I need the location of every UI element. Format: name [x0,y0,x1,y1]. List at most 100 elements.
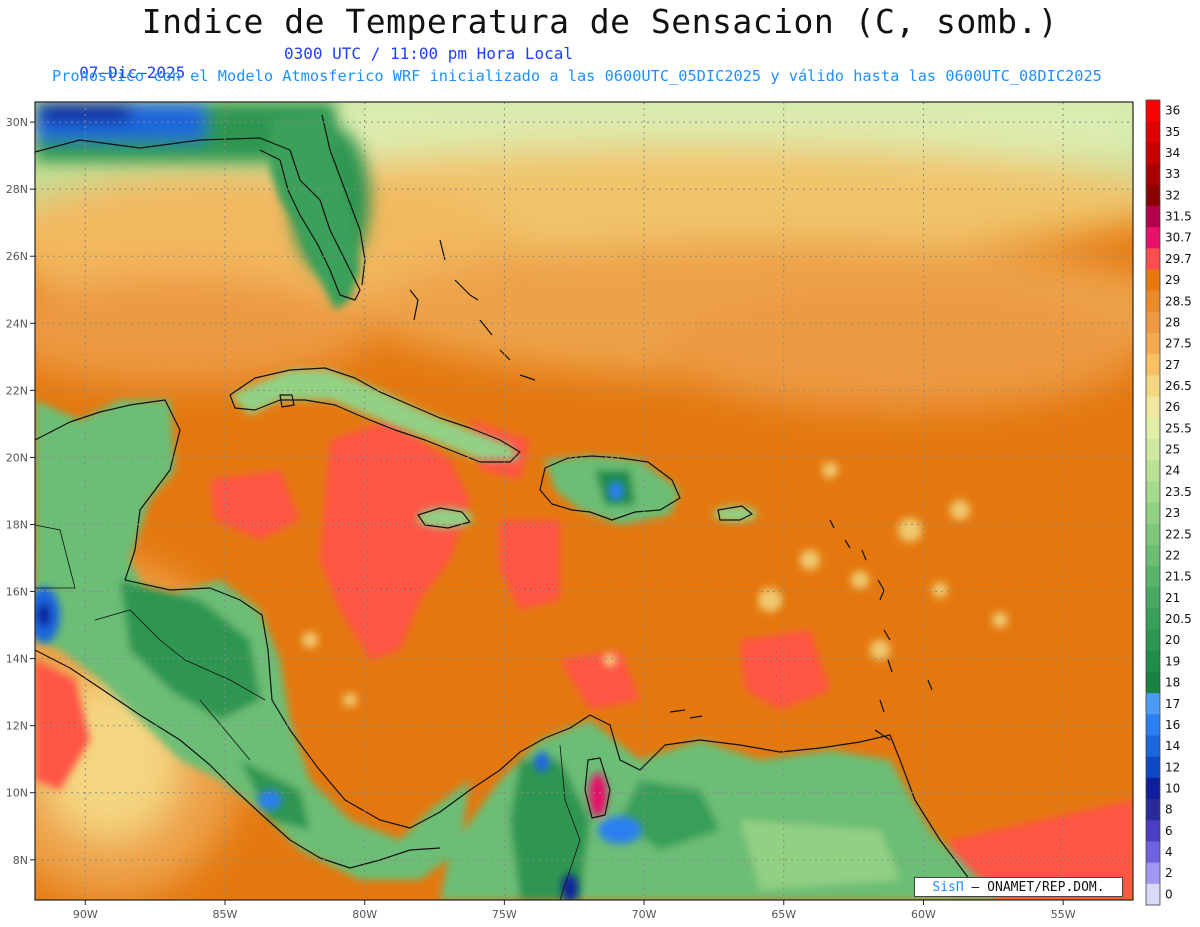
lon-label: 65W [771,908,796,921]
colorbar-label: 26 [1165,400,1180,414]
colorbar-label: 17 [1165,697,1180,711]
colorbar-label: 8 [1165,803,1173,817]
lat-lon-grid [35,102,1133,900]
colorbar-label: 28 [1165,315,1180,329]
colorbar-label: 20 [1165,633,1180,647]
colorbar-label: 30.7 [1165,231,1192,245]
colorbar-swatch [1146,841,1160,864]
colorbar-swatch [1146,121,1160,143]
colorbar-swatch [1146,460,1160,482]
colorbar-swatch [1146,333,1160,355]
colorbar-swatch [1146,799,1160,821]
colorbar-swatch [1146,396,1160,419]
lon-label: 70W [632,908,657,921]
colorbar-label: 36 [1165,104,1180,118]
lon-label: 60W [911,908,936,921]
chart-title: Indice de Temperatura de Sensacion (C, s… [141,2,1059,41]
lat-label: 30N [6,116,28,129]
colorbar-swatch [1146,820,1160,842]
colorbar-label: 19 [1165,654,1180,668]
colorbar-label: 20.5 [1165,612,1192,626]
credit-text: – ONAMET/REP.DOM. [971,880,1105,895]
lat-label: 14N [6,653,28,666]
colorbar-label: 22 [1165,548,1180,562]
colorbar-swatch [1146,523,1160,546]
colorbar-label: 27.5 [1165,337,1192,351]
model-info-line: Pronostico con el Modelo Atmosferico WRF… [52,67,1102,85]
colorbar-swatch [1146,205,1160,228]
colorbar-swatch [1146,417,1160,440]
colorbar-swatch [1146,311,1160,334]
colorbar-label: 6 [1165,824,1173,838]
lon-label: 55W [1051,908,1076,921]
sistpi-logo: SisΠ [932,880,964,895]
lon-label: 80W [352,908,377,921]
colorbar-label: 29.7 [1165,252,1192,266]
colorbar-swatch [1146,671,1160,694]
colorbar-label: 12 [1165,760,1180,774]
colorbar-swatch [1146,629,1160,652]
colorbar-swatch [1146,608,1160,631]
forecast-time: 0300 UTC / 11:00 pm Hora Local [284,44,573,63]
forecast-date: 07–Dic–2025 [79,63,186,82]
colorbar-label: 35 [1165,125,1180,139]
longitude-labels: 90W 85W 80W 75W 70W 65W 60W 55W [73,900,1076,921]
colorbar-label: 23.5 [1165,485,1192,499]
colorbar-swatch [1146,290,1160,313]
colorbar: 363534333231.530.729.72928.52827.52726.5… [1145,99,1192,906]
land-shading [35,110,1000,900]
colorbar-label: 29 [1165,273,1180,287]
colorbar-label: 25 [1165,443,1180,457]
coastlines [35,114,971,881]
lat-label: 24N [6,317,28,330]
lat-label: 16N [6,586,28,599]
colorbar-label: 14 [1165,739,1180,753]
colorbar-swatch [1146,163,1160,186]
colorbar-label: 28.5 [1165,294,1192,308]
lat-label: 28N [6,183,28,196]
colorbar-swatch [1146,100,1160,122]
colorbar-label: 18 [1165,676,1180,690]
colorbar-label: 2 [1165,866,1173,880]
colorbar-label: 16 [1165,718,1180,732]
colorbar-swatch [1146,714,1160,737]
lat-label: 22N [6,384,28,397]
forecast-valid-line: 07–Dic–2025 0300 UTC / 11:00 pm Hora Loc… [60,44,573,101]
island-speckles [302,462,1008,707]
colorbar-label: 31.5 [1165,210,1192,224]
colorbar-swatch [1146,883,1160,906]
credit-box: SisΠ – ONAMET/REP.DOM. [914,877,1123,897]
lat-label: 8N [13,854,28,867]
borders [35,524,581,900]
colorbar-label: 25.5 [1165,421,1192,435]
colorbar-swatch [1146,269,1160,292]
colorbar-swatch [1146,375,1160,398]
lon-label: 75W [492,908,517,921]
colorbar-swatch [1146,502,1160,525]
colorbar-swatch [1146,650,1160,673]
colorbar-swatch [1146,184,1160,207]
colorbar-swatch [1146,142,1160,165]
colorbar-label: 22.5 [1165,527,1192,541]
colorbar-label: 34 [1165,146,1180,160]
lat-label: 20N [6,451,28,464]
lat-label: 18N [6,518,28,531]
latitude-labels: 30N 28N 26N 24N 22N 20N 18N 16N 14N 12N 10N 8N [6,116,35,867]
lon-label: 85W [213,908,238,921]
lat-label: 26N [6,250,28,263]
colorbar-swatch [1146,587,1160,609]
lon-label: 90W [73,908,98,921]
colorbar-swatch [1146,735,1160,758]
lat-label: 10N [6,787,28,800]
lat-label: 12N [6,720,28,733]
colorbar-label: 33 [1165,167,1180,181]
colorbar-label: 26.5 [1165,379,1192,393]
colorbar-swatch [1146,756,1160,779]
plot-frame [34,101,1134,901]
colorbar-swatch [1146,438,1160,461]
colorbar-frame [1145,99,1161,906]
colorbar-swatch [1146,227,1160,249]
colorbar-label: 21 [1165,591,1180,605]
colorbar-label: 32 [1165,188,1180,202]
